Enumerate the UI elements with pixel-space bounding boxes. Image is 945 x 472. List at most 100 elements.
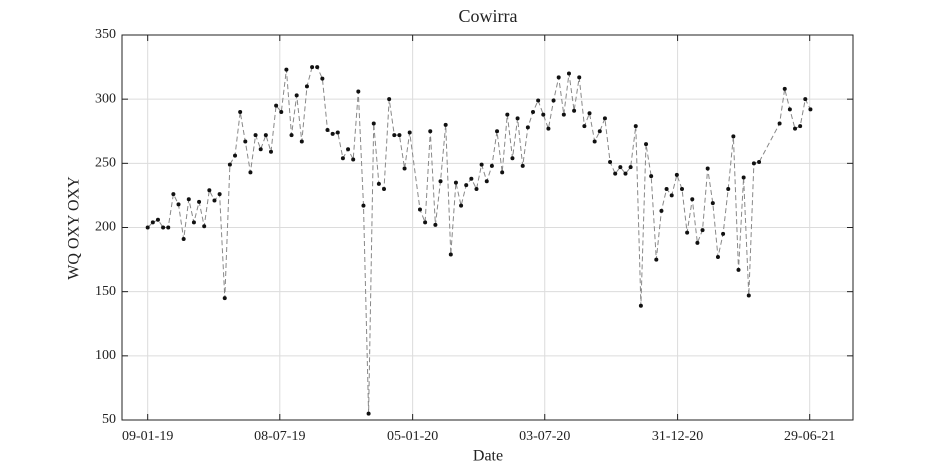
data-point [166,225,171,230]
data-point [428,129,433,134]
data-point [392,133,397,138]
data-point [197,199,202,204]
data-point [705,166,710,171]
data-point [263,133,268,138]
data-point [541,112,546,117]
data-point [289,133,294,138]
data-point [700,228,705,233]
data-point [145,225,150,230]
data-point [217,192,222,197]
data-point [556,75,561,80]
data-point [212,198,217,203]
data-point [649,174,654,179]
data-point [515,116,520,121]
data-point [597,129,602,134]
data-point [222,296,227,301]
y-tick-label: 150 [95,284,116,299]
data-point [387,97,392,102]
data-point [268,149,273,154]
data-point [798,124,803,129]
y-tick-label: 250 [95,156,116,171]
data-point [176,202,181,207]
y-tick-label: 350 [95,27,116,42]
data-point [233,153,238,158]
x-tick-label: 03-07-20 [519,429,570,444]
x-axis-label: Date [473,448,503,465]
data-point [715,255,720,260]
data-point [402,166,407,171]
chart-title: Cowirra [459,6,518,26]
data-point [340,156,345,161]
data-point [356,89,361,94]
data-point [679,187,684,191]
data-point [741,175,746,180]
data-point [613,171,618,176]
data-point [510,156,515,161]
data-line [147,66,811,414]
data-point [479,162,484,167]
plot-frame [121,34,854,421]
data-point [731,134,736,139]
data-point [592,139,597,144]
data-point [489,163,494,168]
data-point [371,121,376,126]
data-point [227,162,232,167]
data-point [315,65,320,70]
data-point [274,103,279,108]
data-point [572,108,577,113]
data-point [191,220,196,225]
data-point [150,220,155,225]
data-point [726,187,731,191]
data-point [382,187,387,191]
data-point [207,188,212,193]
y-tick-label: 100 [95,348,116,363]
x-tick-label: 08-07-19 [254,429,305,444]
data-point [638,303,643,308]
y-axis-label: WQ OXY OXY [66,176,83,280]
data-point [808,107,813,112]
data-point [690,197,695,202]
data-point [304,84,309,89]
data-point [181,237,186,242]
data-point [531,110,536,114]
y-tick-label: 300 [95,91,116,106]
y-tick-label: 50 [102,412,116,427]
data-point [674,172,679,177]
data-point [464,183,469,188]
data-point [330,131,335,136]
y-tick-label: 200 [95,220,116,235]
data-point [417,207,422,212]
data-point [325,127,330,132]
x-tick-label: 29-06-21 [784,429,835,444]
data-point [787,107,792,112]
data-point [577,75,582,80]
data-point [495,129,500,134]
data-point [238,110,243,114]
data-point [366,411,371,416]
data-point [243,139,248,144]
data-point [310,65,315,70]
data-point [505,112,510,117]
data-point [376,181,381,186]
data-point [161,225,166,230]
x-tick-label: 31-12-20 [652,429,703,444]
data-point [582,124,587,129]
data-point [520,163,525,168]
data-point [746,293,751,298]
data-point [438,179,443,184]
data-point [659,208,664,213]
data-point [443,122,448,127]
data-point [469,176,474,181]
data-point [561,112,566,117]
data-point [459,203,464,208]
data-point [608,160,613,165]
data-point [695,240,700,245]
data-point [155,217,160,222]
data-point [782,86,787,91]
data-point [566,71,571,76]
data-point [423,220,428,225]
data-point [721,231,726,236]
data-point [546,126,551,131]
data-point [602,116,607,121]
